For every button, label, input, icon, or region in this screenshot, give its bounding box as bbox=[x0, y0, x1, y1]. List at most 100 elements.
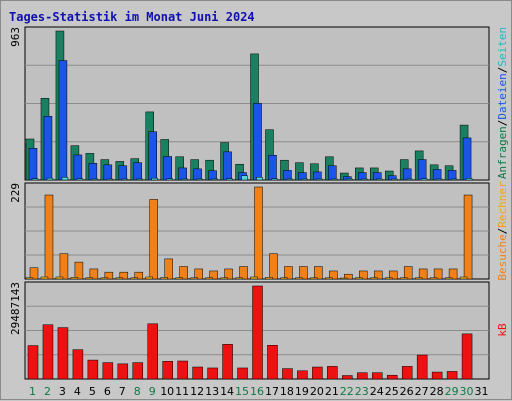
bar-kb-day-4 bbox=[72, 349, 84, 380]
legend-entry: Rechner bbox=[496, 181, 509, 228]
bar-rechner-day-6 bbox=[100, 277, 109, 280]
bar-besuche-day-26 bbox=[403, 266, 413, 280]
bar-rechner-day-29 bbox=[444, 277, 453, 280]
bar-rechner-day-30 bbox=[459, 276, 468, 280]
chart-panel-2: 229 bbox=[9, 182, 490, 280]
bar-kb-day-29 bbox=[446, 371, 458, 380]
bar-dateien-day-1 bbox=[28, 148, 38, 181]
bar-seiten-day-10 bbox=[166, 178, 173, 181]
legend-entry: kB bbox=[496, 323, 509, 337]
bar-kb-day-17 bbox=[267, 345, 278, 380]
day-label-3: 3 bbox=[59, 385, 66, 398]
bar-rechner-day-9 bbox=[145, 276, 153, 280]
day-label-20: 20 bbox=[310, 385, 324, 398]
bar-dateien-day-21 bbox=[328, 165, 337, 181]
bar-rechner-day-2 bbox=[40, 276, 49, 280]
bar-dateien-day-29 bbox=[447, 170, 457, 181]
bar-seiten-day-18 bbox=[286, 178, 293, 181]
bar-rechner-day-22 bbox=[340, 277, 348, 280]
day-label-26: 26 bbox=[400, 385, 414, 398]
legend-entry: Dateien bbox=[496, 73, 509, 119]
bar-besuche-day-25 bbox=[388, 270, 398, 280]
bar-kb-day-8 bbox=[132, 362, 144, 380]
day-label-5: 5 bbox=[89, 385, 96, 398]
bar-kb-day-5 bbox=[87, 359, 99, 380]
bar-rechner-day-11 bbox=[175, 277, 183, 280]
bar-rechner-day-13 bbox=[205, 277, 213, 280]
bar-besuche-day-13 bbox=[209, 270, 218, 280]
bar-besuche-day-30 bbox=[463, 194, 473, 280]
bar-besuche-day-12 bbox=[194, 268, 203, 280]
bar-seiten-day-11 bbox=[181, 178, 188, 181]
bar-seiten-day-1 bbox=[31, 178, 39, 181]
bar-rechner-day-19 bbox=[295, 277, 303, 280]
bar-seiten-day-20 bbox=[316, 178, 323, 181]
legend-entry: Anfragen bbox=[496, 126, 509, 179]
bar-besuche-day-15 bbox=[239, 266, 248, 280]
day-label-7: 7 bbox=[119, 385, 126, 398]
bar-kb-day-15 bbox=[237, 367, 248, 380]
bar-seiten-day-30 bbox=[465, 178, 473, 181]
y-max-label-1: 963 bbox=[9, 27, 22, 47]
day-label-16: 16 bbox=[250, 385, 264, 398]
bar-kb-day-25 bbox=[386, 374, 398, 380]
day-label-19: 19 bbox=[295, 385, 309, 398]
bar-kb-day-12 bbox=[192, 366, 203, 380]
bar-dateien-day-2 bbox=[43, 116, 53, 181]
bar-besuche-day-3 bbox=[59, 253, 69, 280]
bar-besuche-day-21 bbox=[329, 270, 338, 280]
bar-rechner-day-18 bbox=[280, 277, 288, 280]
day-label-12: 12 bbox=[190, 385, 204, 398]
bar-seiten-day-2 bbox=[46, 177, 54, 181]
bar-dateien-day-8 bbox=[133, 162, 143, 181]
bar-kb-day-2 bbox=[42, 324, 54, 380]
bar-dateien-day-26 bbox=[402, 168, 412, 181]
bar-dateien-day-16 bbox=[253, 103, 262, 181]
bar-besuche-day-7 bbox=[119, 271, 129, 280]
day-label-2: 2 bbox=[44, 385, 51, 398]
bar-rechner-day-17 bbox=[265, 277, 273, 280]
bar-kb-day-9 bbox=[147, 323, 158, 380]
chart-panel-1: 963 bbox=[9, 26, 490, 181]
bar-kb-day-28 bbox=[431, 371, 443, 380]
bar-kb-day-11 bbox=[177, 360, 188, 380]
bar-seiten-day-19 bbox=[301, 178, 308, 181]
day-label-13: 13 bbox=[205, 385, 219, 398]
bar-dateien-day-27 bbox=[417, 159, 427, 181]
day-label-28: 28 bbox=[430, 385, 444, 398]
bar-dateien-day-17 bbox=[268, 154, 277, 181]
bar-dateien-day-9 bbox=[148, 131, 157, 181]
bar-kb-day-19 bbox=[297, 370, 308, 380]
bar-besuche-day-5 bbox=[89, 268, 99, 280]
bar-rechner-day-14 bbox=[220, 277, 228, 280]
bar-rechner-day-28 bbox=[429, 277, 438, 280]
bar-kb-day-1 bbox=[27, 345, 39, 380]
day-label-14: 14 bbox=[220, 385, 234, 398]
day-label-8: 8 bbox=[134, 385, 141, 398]
bar-besuche-day-17 bbox=[269, 253, 278, 280]
bar-seiten-day-22 bbox=[346, 178, 353, 181]
legend-entry: / bbox=[496, 228, 509, 235]
bar-rechner-day-25 bbox=[384, 277, 393, 280]
bar-rechner-day-20 bbox=[310, 277, 318, 280]
bar-rechner-day-7 bbox=[115, 277, 124, 280]
day-label-30: 30 bbox=[460, 385, 474, 398]
day-label-24: 24 bbox=[370, 385, 384, 398]
bar-seiten-day-17 bbox=[271, 178, 278, 181]
legend-top: Anfragen/Dateien/Seiten bbox=[496, 27, 509, 179]
bar-besuche-day-19 bbox=[299, 266, 308, 280]
bar-rechner-day-4 bbox=[70, 277, 79, 280]
bar-seiten-day-7 bbox=[121, 178, 129, 181]
bar-besuche-day-20 bbox=[314, 266, 323, 280]
day-label-29: 29 bbox=[445, 385, 459, 398]
bar-seiten-day-9 bbox=[151, 177, 158, 181]
bar-besuche-day-23 bbox=[359, 270, 368, 280]
bar-kb-day-26 bbox=[401, 366, 413, 380]
bar-dateien-day-3 bbox=[58, 60, 68, 181]
bar-rechner-day-3 bbox=[55, 276, 64, 280]
day-label-17: 17 bbox=[265, 385, 279, 398]
bar-besuche-day-28 bbox=[433, 268, 443, 280]
bar-kb-day-21 bbox=[327, 366, 338, 380]
bar-seiten-day-28 bbox=[435, 178, 443, 181]
